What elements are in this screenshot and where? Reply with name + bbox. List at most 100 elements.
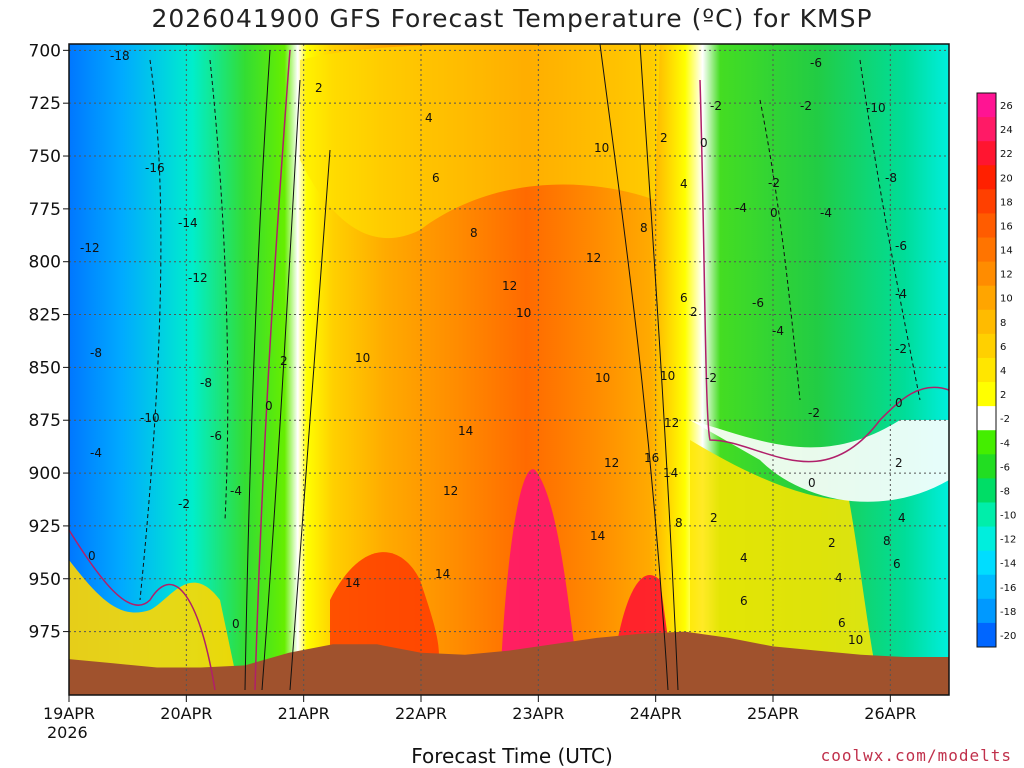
- y-tick-label: 900: [29, 464, 61, 484]
- svg-text:-2: -2: [808, 406, 820, 420]
- colorbar-cell: [977, 478, 996, 503]
- svg-text:8: 8: [640, 221, 648, 235]
- y-tick-label: 800: [29, 253, 61, 273]
- svg-text:-4: -4: [735, 201, 747, 215]
- svg-text:0: 0: [770, 206, 778, 220]
- colorbar-cell: [977, 502, 996, 528]
- svg-text:-10: -10: [866, 101, 886, 115]
- colorbar-cell: [977, 285, 996, 311]
- colorbar: 26 24 22 20 18 16 14 12 10 8 6 4 2 -2 -4 -6 -8 -10 -12 -14 -…: [976, 92, 1016, 648]
- x-tick-label: 22APR: [395, 704, 447, 723]
- svg-text:10: 10: [848, 633, 863, 647]
- y-axis: 700 725 750 775 800 825 850 875 900 925 950 975: [29, 41, 69, 643]
- colorbar-cell: [977, 261, 996, 287]
- svg-text:12: 12: [604, 456, 619, 470]
- svg-text:2: 2: [895, 456, 903, 470]
- colorbar-cell: [977, 141, 996, 166]
- colorbar-label: -4: [1000, 438, 1010, 449]
- svg-text:14: 14: [458, 424, 473, 438]
- svg-text:12: 12: [502, 279, 517, 293]
- temperature-field: [69, 44, 949, 695]
- colorbar-cell: [977, 574, 996, 600]
- svg-text:2: 2: [828, 536, 836, 550]
- svg-text:-2: -2: [895, 342, 907, 356]
- svg-text:10: 10: [595, 371, 610, 385]
- colorbar-label: 26: [1000, 101, 1013, 112]
- svg-text:14: 14: [345, 576, 360, 590]
- svg-text:2: 2: [315, 81, 323, 95]
- svg-text:-2: -2: [710, 99, 722, 113]
- colorbar-label: 2: [1000, 390, 1006, 401]
- x-tick-label: 20APR: [160, 704, 212, 723]
- svg-text:-8: -8: [885, 171, 897, 185]
- svg-text:6: 6: [680, 291, 688, 305]
- svg-text:14: 14: [663, 466, 678, 480]
- colorbar-label: 16: [1000, 221, 1013, 232]
- colorbar-label: -14: [1000, 559, 1016, 570]
- colorbar-label: -10: [1000, 511, 1016, 522]
- x-axis-label: Forecast Time (UTC): [411, 744, 613, 768]
- y-tick-label: 875: [29, 411, 61, 431]
- svg-text:10: 10: [516, 306, 531, 320]
- colorbar-label: 4: [1000, 366, 1006, 377]
- colorbar-label: -2: [1000, 414, 1010, 425]
- svg-text:4: 4: [835, 571, 843, 585]
- colorbar-label: 6: [1000, 342, 1006, 353]
- svg-text:-8: -8: [90, 346, 102, 360]
- colorbar-cell: [977, 117, 996, 142]
- svg-text:-12: -12: [188, 271, 208, 285]
- svg-text:6: 6: [838, 616, 846, 630]
- colorbar-cell: [977, 237, 996, 263]
- colorbar-cell: [977, 189, 996, 214]
- x-tick-label: 21APR: [278, 704, 330, 723]
- chart-title: 2026041900 GFS Forecast Temperature (ºC)…: [151, 4, 873, 33]
- colorbar-cell: [977, 526, 996, 552]
- svg-text:6: 6: [893, 557, 901, 571]
- svg-text:-4: -4: [90, 446, 102, 460]
- svg-text:8: 8: [470, 226, 478, 240]
- svg-text:-2: -2: [178, 497, 190, 511]
- svg-text:8: 8: [675, 516, 683, 530]
- svg-text:-4: -4: [230, 484, 242, 498]
- svg-text:-2: -2: [705, 371, 717, 385]
- colorbar-label: -8: [1000, 486, 1010, 497]
- x-tick-label: 23APR: [512, 704, 564, 723]
- colorbar-cell: [977, 622, 996, 648]
- colorbar-cell: [977, 213, 996, 239]
- x-axis: 19APR 20APR 21APR 22APR 23APR 24APR 25APR 26APR: [43, 695, 916, 723]
- y-tick-label: 750: [29, 147, 61, 167]
- y-tick-label: 950: [29, 570, 61, 590]
- svg-text:10: 10: [660, 369, 675, 383]
- terrain-surface: [69, 631, 949, 695]
- svg-text:0: 0: [895, 396, 903, 410]
- svg-text:2: 2: [690, 305, 698, 319]
- colorbar-label: 22: [1000, 149, 1013, 160]
- svg-text:-14: -14: [178, 216, 198, 230]
- svg-text:2: 2: [660, 131, 668, 145]
- warm-region-lower-left: [69, 560, 240, 695]
- svg-text:-2: -2: [768, 176, 780, 190]
- svg-text:-2: -2: [800, 99, 812, 113]
- svg-text:6: 6: [740, 594, 748, 608]
- colorbar-label: -12: [1000, 535, 1016, 546]
- contour-labels: -18 -16 -14 -12 -12 -8 -10 -8 -6 -4 -4 -…: [80, 49, 907, 647]
- y-tick-label: 775: [29, 200, 61, 220]
- svg-text:2: 2: [710, 511, 718, 525]
- colorbar-cell: [977, 382, 996, 407]
- colorbar-label: 18: [1000, 197, 1013, 208]
- svg-text:6: 6: [432, 171, 440, 185]
- svg-text:-6: -6: [210, 429, 222, 443]
- svg-text:16: 16: [644, 451, 659, 465]
- colorbar-label: 14: [1000, 246, 1013, 257]
- colorbar-label: -20: [1000, 631, 1016, 642]
- svg-text:12: 12: [586, 251, 601, 265]
- svg-text:0: 0: [88, 549, 96, 563]
- svg-text:-6: -6: [895, 239, 907, 253]
- colorbar-label: 8: [1000, 318, 1006, 329]
- colorbar-cell: [977, 93, 996, 118]
- colorbar-label: 24: [1000, 125, 1013, 136]
- colorbar-cell: [977, 406, 996, 431]
- svg-text:-12: -12: [80, 241, 100, 255]
- colorbar-cell: [977, 430, 996, 455]
